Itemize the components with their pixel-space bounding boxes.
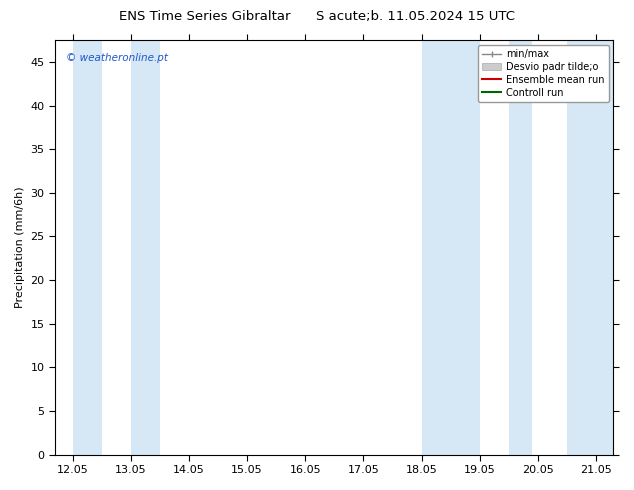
Text: © weatheronline.pt: © weatheronline.pt xyxy=(67,52,168,63)
Bar xyxy=(72,40,101,455)
Bar xyxy=(567,40,614,455)
Y-axis label: Precipitation (mm/6h): Precipitation (mm/6h) xyxy=(15,187,25,308)
Bar xyxy=(131,40,160,455)
Text: ENS Time Series Gibraltar      S acute;b. 11.05.2024 15 UTC: ENS Time Series Gibraltar S acute;b. 11.… xyxy=(119,10,515,23)
Bar xyxy=(422,40,480,455)
Bar xyxy=(508,40,532,455)
Legend: min/max, Desvio padr tilde;o, Ensemble mean run, Controll run: min/max, Desvio padr tilde;o, Ensemble m… xyxy=(478,45,609,101)
